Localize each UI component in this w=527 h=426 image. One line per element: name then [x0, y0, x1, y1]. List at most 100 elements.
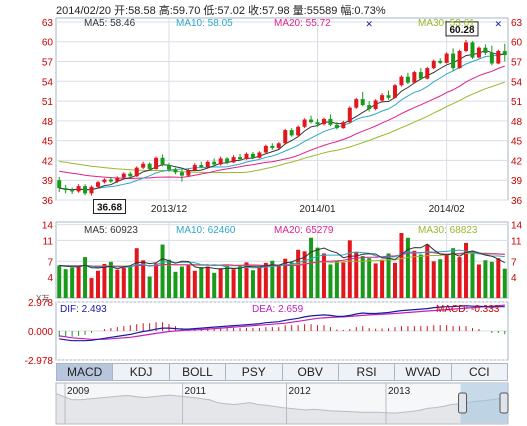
- candle-body: [399, 76, 404, 86]
- volume-bar: [270, 260, 275, 298]
- volume-bar: [496, 258, 501, 298]
- price-y-tick-left: 60: [42, 38, 54, 49]
- tab-wvad[interactable]: WVAD: [395, 364, 452, 380]
- volume-bar: [470, 251, 475, 298]
- candle-body: [283, 130, 288, 144]
- price-y-tick-left: 48: [42, 117, 54, 128]
- macd-legend-item: DEA: 2.659: [252, 304, 304, 315]
- volume-bar: [238, 265, 243, 298]
- event-marker: ✕: [495, 19, 503, 29]
- volume-ma10-line: [59, 249, 505, 269]
- tab-cci[interactable]: CCI: [468, 365, 490, 379]
- volume-bar: [354, 251, 359, 298]
- volume-bar: [166, 259, 172, 298]
- navigator-year-label: 2012: [289, 386, 312, 397]
- macd-dif-line: [59, 305, 505, 342]
- candle-body: [199, 165, 204, 168]
- candle-body: [386, 95, 391, 98]
- volume-bar: [192, 270, 197, 298]
- navigator-year-label: 2009: [67, 386, 90, 397]
- candle-body: [128, 173, 133, 177]
- candle-body: [115, 177, 120, 182]
- price-y-tick-left: 54: [42, 77, 54, 88]
- volume-bar: [483, 260, 488, 298]
- candle-body: [328, 118, 333, 125]
- volume-bar: [457, 257, 462, 298]
- volume-bar: [302, 251, 307, 298]
- price-legend-item: MA20: 55.72: [274, 18, 331, 29]
- candle-body: [296, 126, 301, 136]
- price-y-tick-right: 36: [511, 196, 523, 207]
- candle-body: [244, 153, 249, 160]
- volume-ma5-line: [59, 243, 506, 270]
- candle-body: [438, 60, 443, 63]
- price-legend-item: MA30: 53.61: [418, 18, 475, 29]
- annotation-box: [93, 199, 127, 215]
- annotation-label: 60.28: [450, 25, 475, 36]
- volume-legend-item: MA10: 62460: [176, 225, 236, 236]
- price-y-tick-left: 36: [42, 196, 54, 207]
- volume-bar: [186, 264, 191, 298]
- volume-bar: [328, 264, 333, 298]
- volume-y-tick-right: 14: [511, 221, 523, 232]
- candle-body: [186, 170, 191, 176]
- candle-body: [89, 186, 94, 194]
- price-y-tick-left: 57: [42, 58, 54, 69]
- macd-dea-line: [59, 304, 505, 340]
- volume-bar: [464, 242, 469, 298]
- price-ma30-line: [59, 81, 505, 174]
- navigator-handle[interactable]: [458, 392, 468, 414]
- volume-bar: [134, 248, 139, 298]
- price-x-tick: 2013/12: [151, 204, 188, 215]
- volume-bar: [89, 278, 94, 298]
- volume-bar: [405, 237, 410, 298]
- volume-bar: [296, 249, 301, 298]
- candle-body: [250, 153, 255, 158]
- price-y-tick-right: 39: [511, 176, 523, 187]
- candle-body: [83, 186, 88, 194]
- volume-bar: [70, 267, 75, 298]
- macd-y-tick: 2.978: [28, 298, 53, 309]
- volume-bar: [438, 259, 443, 298]
- indicator-tabs: MACD KDJ BOLL PSY OBV RSI WVAD CCI: [56, 363, 508, 381]
- volume-bar: [160, 244, 165, 298]
- volume-bar: [347, 240, 352, 298]
- tab-obv[interactable]: OBV: [283, 364, 339, 380]
- tab-macd[interactable]: MACD: [57, 364, 114, 380]
- macd-y-tick: -2.978: [25, 356, 54, 367]
- price-y-tick-right: 54: [511, 77, 523, 88]
- volume-bar: [63, 269, 68, 298]
- volume-unit-label: X万: [36, 294, 49, 303]
- tab-rsi[interactable]: RSI: [339, 364, 396, 380]
- navigator-handle[interactable]: [499, 392, 509, 414]
- candle-body: [218, 158, 223, 165]
- candle-body: [360, 99, 365, 106]
- volume-bar: [283, 258, 288, 298]
- candle-body: [309, 119, 314, 123]
- volume-bar: [373, 263, 378, 298]
- candle-body: [431, 60, 436, 69]
- price-y-tick-right: 60: [511, 38, 523, 49]
- volume-y-tick-left: 7: [47, 257, 53, 268]
- volume-bar: [476, 264, 481, 298]
- volume-bar: [250, 270, 255, 298]
- candle-body: [63, 188, 68, 191]
- tab-psy[interactable]: PSY: [226, 364, 283, 380]
- candle-body: [502, 51, 507, 56]
- price-y-tick-right: 57: [511, 58, 523, 69]
- volume-legend-item: MA20: 65279: [274, 225, 334, 236]
- volume-bar: [367, 258, 372, 298]
- price-y-tick-left: 39: [42, 176, 54, 187]
- volume-bar: [309, 237, 314, 298]
- candle-body: [418, 72, 423, 79]
- tab-kdj[interactable]: KDJ: [113, 364, 170, 380]
- candle-body: [102, 179, 107, 183]
- volume-bar: [431, 261, 436, 298]
- price-x-tick: 2014/02: [429, 204, 466, 215]
- candle-body: [160, 157, 165, 166]
- price-ma20-line: [59, 65, 505, 180]
- tab-boll[interactable]: BOLL: [170, 364, 227, 380]
- candle-body: [347, 107, 352, 123]
- candle-body: [464, 42, 469, 51]
